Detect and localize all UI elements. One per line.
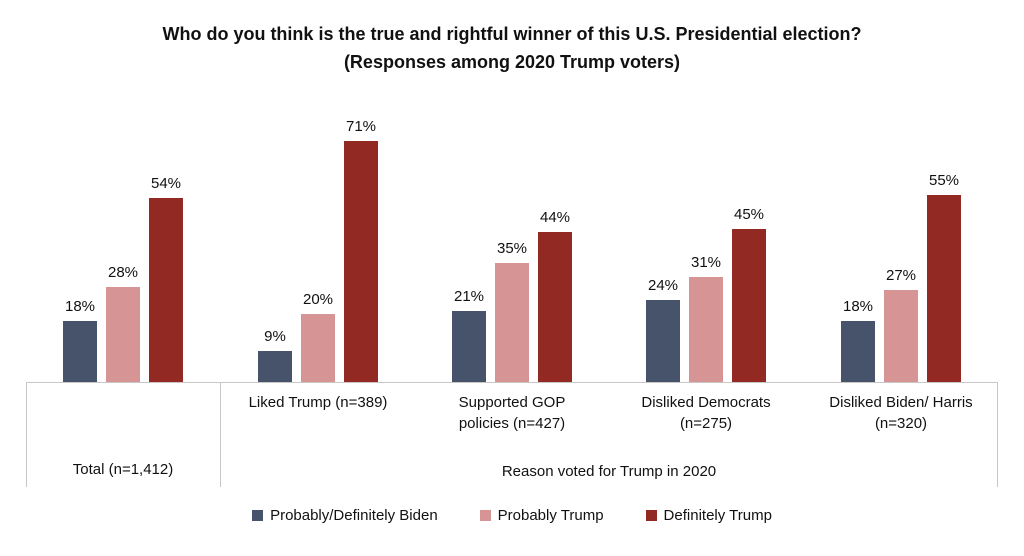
bar-value-label: 31% [690, 254, 722, 271]
bar-value-label: 27% [885, 267, 917, 284]
bar-value-label: 28% [107, 264, 139, 281]
bar-value-label: 18% [842, 298, 874, 315]
bar-value-label: 44% [539, 209, 571, 226]
bar [495, 263, 529, 382]
category-label: Liked Trump (n=389) [248, 394, 388, 411]
legend: Probably/Definitely Biden Probably Trump D… [0, 507, 1024, 524]
bar-value-label: 18% [64, 298, 96, 315]
bar [301, 314, 335, 382]
chart-title: Who do you think is the true and rightfu… [162, 24, 862, 72]
bar [646, 300, 680, 382]
bar [689, 277, 723, 382]
bar-value-label: 54% [150, 175, 182, 192]
bar-value-label: 20% [302, 291, 334, 308]
outer-axis-label: Reason voted for Trump in 2020 [501, 463, 717, 480]
legend-item: Definitely Trump [645, 507, 772, 524]
axis-tick-line-right [997, 382, 998, 487]
category-label: Supported GOP policies (n=427) [458, 394, 566, 432]
bar [258, 351, 292, 382]
legend-swatch-icon [479, 510, 491, 521]
legend-label: Definitely Trump [663, 507, 772, 524]
category-label-total: Total (n=1,412) [72, 461, 174, 478]
bar-value-label: 9% [264, 328, 286, 345]
legend-swatch-icon [645, 510, 657, 521]
bar [344, 141, 378, 382]
bar [884, 290, 918, 382]
legend-item: Probably/Definitely Biden [252, 507, 438, 524]
bar [732, 229, 766, 382]
axis-tick-line-total-separator [220, 382, 221, 487]
axis-tick-line-left [26, 382, 27, 487]
legend-label: Probably/Definitely Biden [270, 507, 438, 524]
bar [106, 287, 140, 382]
legend-item: Probably Trump [479, 507, 604, 524]
bar-value-label: 55% [928, 172, 960, 189]
bar [841, 321, 875, 382]
bar [452, 311, 486, 382]
category-label: Disliked Democrats (n=275) [641, 394, 771, 432]
bar [927, 195, 961, 382]
category-label: Disliked Biden/ Harris (n=320) [829, 394, 973, 432]
bar [149, 198, 183, 382]
bar-value-label: 24% [647, 277, 679, 294]
bar-value-label: 45% [733, 206, 765, 223]
bar [63, 321, 97, 382]
x-axis-line [26, 382, 998, 383]
legend-label: Probably Trump [497, 507, 604, 524]
legend-swatch-icon [252, 510, 264, 521]
bar-value-label: 71% [345, 118, 377, 135]
bar-value-label: 21% [453, 288, 485, 305]
bar [538, 232, 572, 382]
bar-value-label: 35% [496, 240, 528, 257]
